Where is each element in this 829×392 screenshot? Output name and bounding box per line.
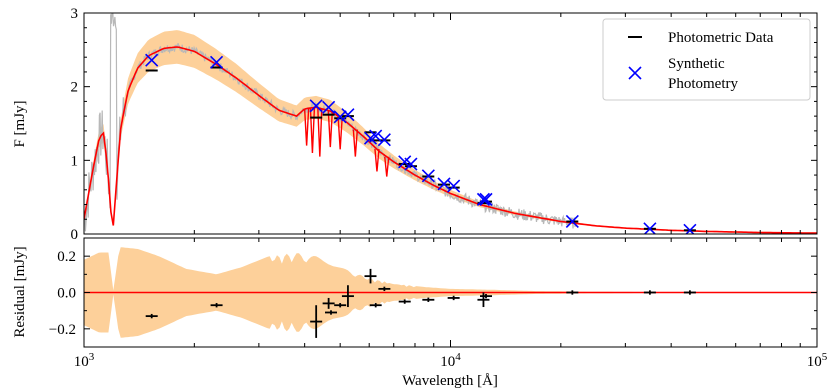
wavelength-tick-label: 103 (74, 351, 95, 370)
flux-panel: 0 1 2 3 F [mJy] Photometric Data Synthetic … (12, 6, 818, 243)
residual-point (566, 290, 579, 295)
flux-tick-label: 1 (71, 153, 79, 169)
model-absorption-dip (303, 108, 310, 146)
synthetic-photometry-point (643, 222, 657, 234)
legend-synthetic-label-line1: Synthetic (668, 56, 725, 72)
residual-point (447, 295, 460, 301)
model-absorption-dip (352, 129, 359, 157)
legend-synthetic-label-line2: Photometry (668, 76, 738, 92)
synthetic-photometry-point (377, 133, 391, 147)
residual-point (341, 285, 354, 308)
model-absorption-dips (303, 107, 390, 177)
legend: Photometric Data Synthetic Photometry (602, 18, 811, 101)
synthetic-photometry-point (479, 192, 493, 206)
synthetic-photometry-point (369, 129, 383, 143)
model-absorption-dip (317, 108, 323, 157)
flux-tick-label: 3 (71, 6, 79, 22)
synthetic-photometry-point (322, 100, 336, 114)
synthetic-photometry-point (683, 223, 697, 234)
synthetic-photometry-point (145, 53, 159, 67)
flux-tick-label: 2 (71, 80, 79, 96)
residual-point (334, 303, 347, 308)
residual-point (364, 268, 377, 284)
flux-axis-label: F [mJy] (12, 100, 28, 147)
residual-tick-label: 0.2 (57, 249, 76, 265)
legend-data-label: Photometric Data (668, 30, 774, 46)
model-absorption-dip (374, 149, 380, 172)
residual-point (369, 303, 382, 308)
synthetic-photometry-point (210, 55, 224, 69)
model-absorption-dip (327, 110, 334, 148)
synthetic-photometry-point (341, 108, 355, 122)
synthetic-photometry-point (404, 157, 418, 171)
residual-point (683, 290, 696, 295)
residual-axis-ticks: 0.2 0.0 −0.2 103 104 105 (49, 237, 828, 370)
wavelength-tick-label: 104 (440, 351, 461, 370)
residual-point (477, 292, 490, 308)
residual-point (145, 313, 158, 319)
model-absorption-dip (337, 117, 343, 150)
residual-point (398, 299, 411, 304)
residual-axis-label: Residual [mJy] (12, 246, 28, 337)
synthetic-photometry-point (333, 110, 347, 124)
synthetic-photometry-points (145, 53, 697, 234)
residual-point (480, 293, 493, 299)
residual-tick-label: 0.0 (57, 286, 76, 302)
residual-point (324, 310, 337, 315)
legend-synthetic-marker (628, 66, 642, 80)
model-absorption-dip (309, 107, 316, 154)
synthetic-photometry-point (421, 169, 435, 183)
legend-box (602, 18, 811, 101)
residual-points (145, 268, 696, 338)
residual-tick-label: −0.2 (49, 322, 76, 338)
residual-point (643, 290, 656, 295)
flux-tick-label: 0 (71, 227, 79, 243)
synthetic-photometry-point (565, 214, 579, 229)
residual-panel: 0.2 0.0 −0.2 103 104 105 Residual [mJy] Wavel… (12, 237, 828, 389)
residual-point (322, 297, 335, 309)
flux-axis-ticks: 0 1 2 3 (71, 6, 818, 243)
wavelength-tick-label: 105 (807, 351, 828, 370)
model-absorption-dip (384, 156, 390, 177)
synthetic-photometry-point (309, 99, 323, 113)
residual-point (310, 305, 323, 338)
synthetic-photometry-point (447, 179, 461, 193)
wavelength-axis-label: Wavelength [Å] (402, 373, 498, 389)
residual-point (378, 286, 391, 292)
residual-point (422, 297, 435, 302)
synthetic-photometry-point (476, 192, 491, 206)
residual-point (210, 303, 223, 308)
observed-spectrum (84, 13, 576, 232)
